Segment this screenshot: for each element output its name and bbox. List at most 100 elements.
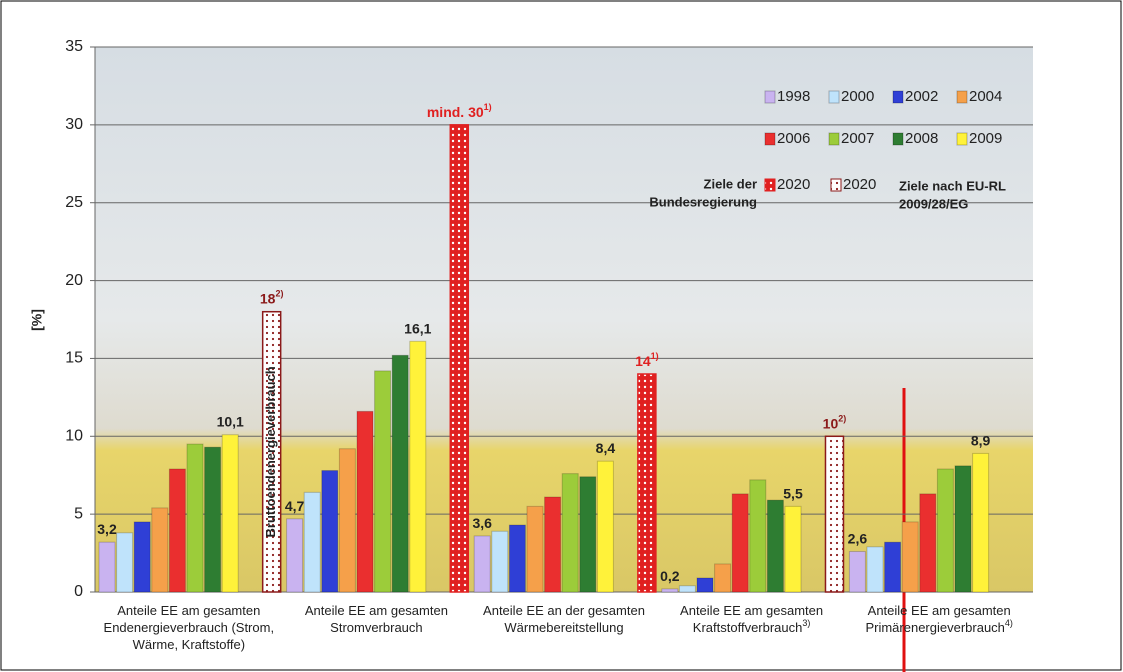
bar [321,470,339,593]
bar [186,443,204,593]
x-tick-label: Anteile EE am gesamten [680,603,823,618]
bar [116,532,134,593]
bar [579,476,597,593]
value-label-text: 8,4 [596,440,616,456]
x-tick-label-text: Anteile EE am gesamten [680,603,823,618]
legend-label: 2009 [969,130,1002,147]
value-label: 10,1 [217,413,244,429]
x-tick-label-text: Wärmebereitstellung [504,620,623,635]
annotation: 2009/28/EG [899,196,968,211]
bar [544,496,562,593]
target-bar [449,124,470,593]
value-label-text: 5,5 [783,485,803,501]
y-axis-label: [%] [29,309,45,331]
bar [766,499,784,593]
annotation: Ziele der [704,176,757,191]
x-tick-label-text: Wärme, Kraftstoffe) [133,637,245,652]
legend-swatch [956,132,968,146]
target-bar [261,310,282,593]
bar [714,563,732,593]
bar [596,460,614,593]
value-label-note: 1) [484,102,492,112]
value-label-text: 10 [823,415,839,431]
legend-swatch [830,178,842,192]
bar [356,410,374,593]
bar [374,370,392,593]
legend-label: 2006 [777,130,810,147]
value-label: 4,7 [285,498,305,514]
legend-label: 2020 [843,176,876,193]
value-label-note: 1) [651,351,659,361]
bar [901,521,919,593]
bar [338,448,356,593]
value-label: 16,1 [404,320,431,336]
bar [561,473,579,593]
value-label-text: 16,1 [404,320,431,336]
value-label-text: 4,7 [285,498,305,514]
bar [661,588,679,593]
y-tick-label: 30 [65,116,83,133]
bar [936,468,954,593]
value-label-text: mind. 30 [427,104,484,120]
value-label: 8,9 [971,432,991,448]
legend-label: 2000 [841,88,874,105]
value-label-text: 2,6 [848,530,868,546]
bar [409,340,427,593]
annotation: Bundesregierung [649,194,757,209]
target-bar [824,435,845,593]
bar [491,530,509,593]
x-tick-label-text: Anteile EE am gesamten [117,603,260,618]
value-label-text: 0,2 [660,568,680,584]
legend-swatch [764,178,776,192]
legend-swatch [764,90,776,104]
x-tick-label-text: Anteile EE am gesamten [305,603,448,618]
bar [526,505,544,593]
x-tick-label-text: Primärenergieverbrauch [865,620,1004,635]
value-label: 141) [635,351,659,368]
x-tick-label: Stromverbrauch [330,620,422,635]
value-label-note: 2) [838,414,846,424]
legend-label: 2020 [777,176,810,193]
value-label: 8,4 [596,440,616,456]
bar [972,452,990,593]
value-label: 3,6 [472,515,492,531]
bar [884,541,902,593]
legend-swatch [828,132,840,146]
value-label-text: 10,1 [217,413,244,429]
x-tick-label: Wärmebereitstellung [504,620,623,635]
bar [678,585,696,593]
value-label-text: 8,9 [971,432,991,448]
x-tick-label: Wärme, Kraftstoffe) [133,637,245,652]
x-tick-label-text: Endenergieverbrauch (Strom, [104,620,275,635]
bar [866,546,884,593]
value-label-note: 2) [275,289,283,299]
x-tick-label-text: Anteile EE an der gesamten [483,603,645,618]
legend-swatch [764,132,776,146]
y-tick-label: 10 [65,428,83,445]
y-tick-label: 20 [65,272,83,289]
legend-swatch [892,90,904,104]
bar [473,535,491,593]
y-tick-label: 35 [65,38,83,55]
legend-swatch [892,132,904,146]
bar [303,491,321,593]
x-tick-note: 3) [802,618,810,628]
bar-annotation: Bruttoendenergieverbrauch [263,366,278,537]
bar [749,479,767,593]
legend-label: 1998 [777,88,810,105]
x-tick-label: Anteile EE am gesamten [868,603,1011,618]
value-label: 0,2 [660,568,680,584]
bar [508,524,526,593]
x-tick-label: Primärenergieverbrauch4) [865,618,1012,635]
x-tick-label: Kraftstoffverbrauch3) [693,618,811,635]
value-label: 102) [823,414,847,431]
bar [151,507,169,593]
bar [919,493,937,593]
x-tick-label: Endenergieverbrauch (Strom, [104,620,275,635]
y-tick-label: 5 [74,505,83,522]
target-bar [637,373,657,593]
x-tick-label-text: Kraftstoffverbrauch [693,620,803,635]
bar [168,468,186,593]
bar [784,505,802,593]
